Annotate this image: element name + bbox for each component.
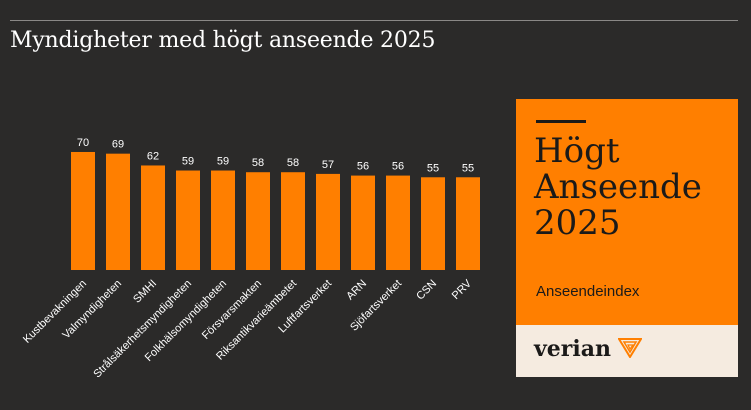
value-label-8: 57 [322, 159, 334, 171]
value-label-1: 70 [77, 137, 89, 149]
category-label-1: Kustbevakningen [21, 278, 89, 346]
value-label-6: 58 [252, 157, 264, 169]
value-label-2: 69 [112, 139, 124, 151]
value-label-5: 59 [217, 156, 229, 168]
bar-7 [281, 172, 305, 270]
bar-8 [316, 173, 340, 270]
badge-subtitle: Anseendeindex [536, 283, 640, 300]
bar-9 [351, 175, 375, 270]
bar-4 [176, 170, 200, 270]
badge-title: Högt Anseende 2025 [534, 133, 734, 241]
value-label-7: 58 [287, 157, 299, 169]
bar-11 [421, 177, 445, 270]
hogt-anseende-badge: Högt Anseende 2025 Anseendeindex verian [516, 99, 738, 377]
category-label-9: ARN [344, 278, 369, 303]
top-divider [10, 20, 738, 21]
badge-title-line-2: Anseende [534, 167, 702, 207]
value-label-12: 55 [462, 162, 474, 174]
value-label-9: 56 [357, 161, 369, 173]
bar-12 [456, 177, 480, 270]
value-label-11: 55 [427, 162, 439, 174]
value-label-4: 59 [182, 156, 194, 168]
category-label-12: PRV [450, 277, 475, 302]
badge-footer: verian [516, 325, 738, 377]
category-label-6: Försvarsmakten [200, 278, 264, 342]
verian-logo-icon [618, 338, 642, 358]
bar-10 [386, 175, 410, 270]
bar-5 [211, 170, 235, 270]
bar-chart: 70Kustbevakningen69Valmyndigheten62SMHI5… [21, 137, 480, 380]
category-label-3: SMHI [131, 278, 159, 306]
value-label-3: 62 [147, 150, 159, 162]
bar-3 [141, 165, 165, 270]
bar-6 [246, 172, 270, 270]
value-label-10: 56 [392, 161, 404, 173]
badge-title-line-1: Högt [534, 131, 620, 171]
chart-title: Myndigheter med högt anseende 2025 [10, 28, 436, 53]
verian-logo-text: verian [534, 336, 611, 362]
category-label-11: CSN [414, 278, 439, 303]
bar-1 [71, 151, 95, 270]
bar-2 [106, 153, 130, 270]
badge-rule [536, 120, 586, 123]
badge-title-line-3: 2025 [534, 203, 621, 243]
